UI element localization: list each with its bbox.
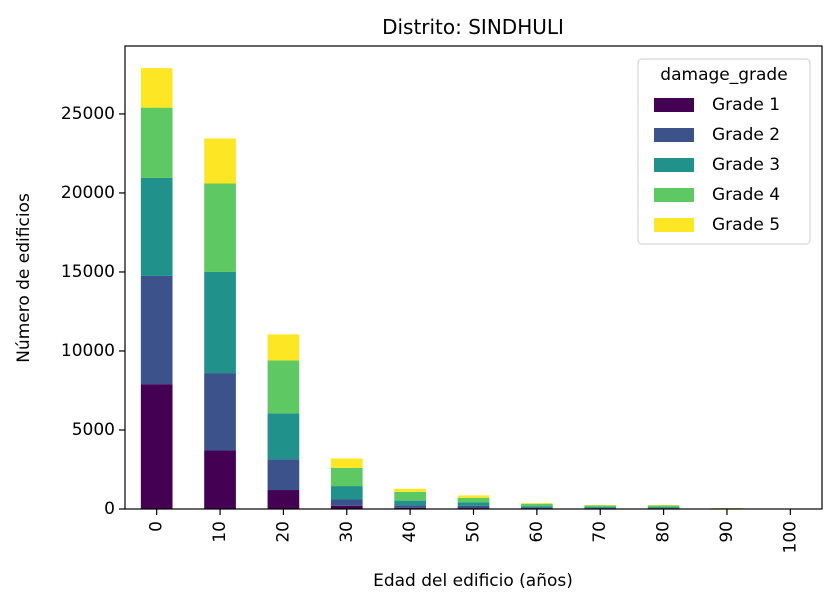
chart-title: Distrito: SINDHULI: [382, 15, 564, 39]
x-tick-label: 20: [273, 521, 293, 543]
bar-80-grade-2: [647, 508, 680, 509]
bar-0-grade-5: [140, 68, 173, 108]
legend-label-grade-3: Grade 3: [712, 155, 780, 175]
bar-10-grade-5: [204, 138, 236, 184]
bar-20-grade-4: [267, 360, 300, 414]
y-tick-label: 5000: [72, 420, 115, 440]
x-tick-label: 60: [527, 521, 547, 543]
bar-10-grade-2: [204, 373, 236, 451]
x-axis-label: Edad del edificio (años): [373, 571, 573, 591]
axes-group: 0 10 20 30 40 50 60 70 80 90 100 0 5000 10000 15000 200…: [61, 45, 823, 553]
bar-40-grade-3: [394, 500, 426, 506]
y-tick-label: 10000: [61, 341, 115, 361]
bar-20-grade-2: [267, 459, 300, 491]
y-tick-label: 15000: [61, 262, 115, 282]
bar-50-grade-5: [457, 495, 490, 498]
bar-60-grade-4: [521, 503, 553, 507]
y-tick-label: 25000: [61, 104, 115, 124]
x-tick-label: 100: [780, 521, 800, 553]
bar-20-grade-5: [267, 334, 300, 361]
bars-group: [140, 68, 807, 509]
legend-title: damage_grade: [660, 65, 787, 85]
bar-0-grade-2: [140, 275, 173, 385]
legend-label-grade-1: Grade 1: [712, 95, 780, 115]
bar-50-grade-3: [457, 502, 490, 506]
bar-30-grade-4: [330, 467, 363, 487]
x-tick-label: 90: [717, 521, 737, 543]
bar-10-grade-1: [204, 450, 236, 509]
bar-10-grade-3: [204, 271, 236, 374]
legend-swatch-grade-1: [654, 98, 694, 112]
bar-70-grade-4: [584, 505, 617, 508]
bar-60-grade-2: [521, 507, 553, 509]
bar-20-grade-3: [267, 413, 300, 460]
bar-60-grade-5: [521, 502, 553, 504]
bar-0-grade-4: [140, 107, 173, 178]
legend-label-grade-5: Grade 5: [712, 215, 780, 235]
bar-80-grade-4: [647, 505, 680, 508]
x-tick-label: 40: [400, 521, 420, 543]
bar-30-grade-2: [330, 499, 363, 506]
legend-swatch-grade-3: [654, 158, 694, 172]
bar-30-grade-3: [330, 486, 363, 500]
y-axis-label: Número de edificios: [14, 193, 34, 363]
legend-label-grade-4: Grade 4: [712, 185, 780, 205]
bar-60-grade-3: [521, 506, 553, 508]
legend-label-grade-2: Grade 2: [712, 125, 780, 145]
x-tick-label: 10: [210, 521, 230, 543]
bar-0-grade-3: [140, 177, 173, 276]
x-tick-label: 80: [654, 521, 674, 543]
bar-40-grade-2: [394, 505, 426, 508]
x-tick-label: 30: [337, 521, 357, 543]
bar-0-grade-1: [140, 384, 173, 509]
bar-50-grade-4: [457, 497, 490, 503]
bar-80-grade-3: [647, 507, 680, 509]
bar-30-grade-5: [330, 458, 363, 468]
y-tick-label: 0: [104, 499, 115, 519]
bar-70-grade-2: [584, 508, 617, 509]
bar-50-grade-2: [457, 505, 490, 509]
bar-40-grade-4: [394, 491, 426, 501]
y-tick-label: 20000: [61, 183, 115, 203]
legend-swatch-grade-2: [654, 128, 694, 142]
bar-10-grade-4: [204, 183, 236, 272]
bar-20-grade-1: [267, 490, 300, 509]
bar-70-grade-3: [584, 507, 617, 509]
bar-40-grade-5: [394, 488, 426, 492]
legend-items: Grade 1 Grade 2 Grade 3 Grade 4 Grade 5: [654, 95, 780, 235]
x-tick-label: 0: [147, 521, 167, 532]
legend-swatch-grade-4: [654, 188, 694, 202]
x-tick-label: 70: [590, 521, 610, 543]
bar-30-grade-1: [330, 505, 363, 509]
legend-swatch-grade-5: [654, 218, 694, 232]
x-tick-label: 50: [464, 521, 484, 543]
bar-40-grade-1: [394, 507, 426, 509]
